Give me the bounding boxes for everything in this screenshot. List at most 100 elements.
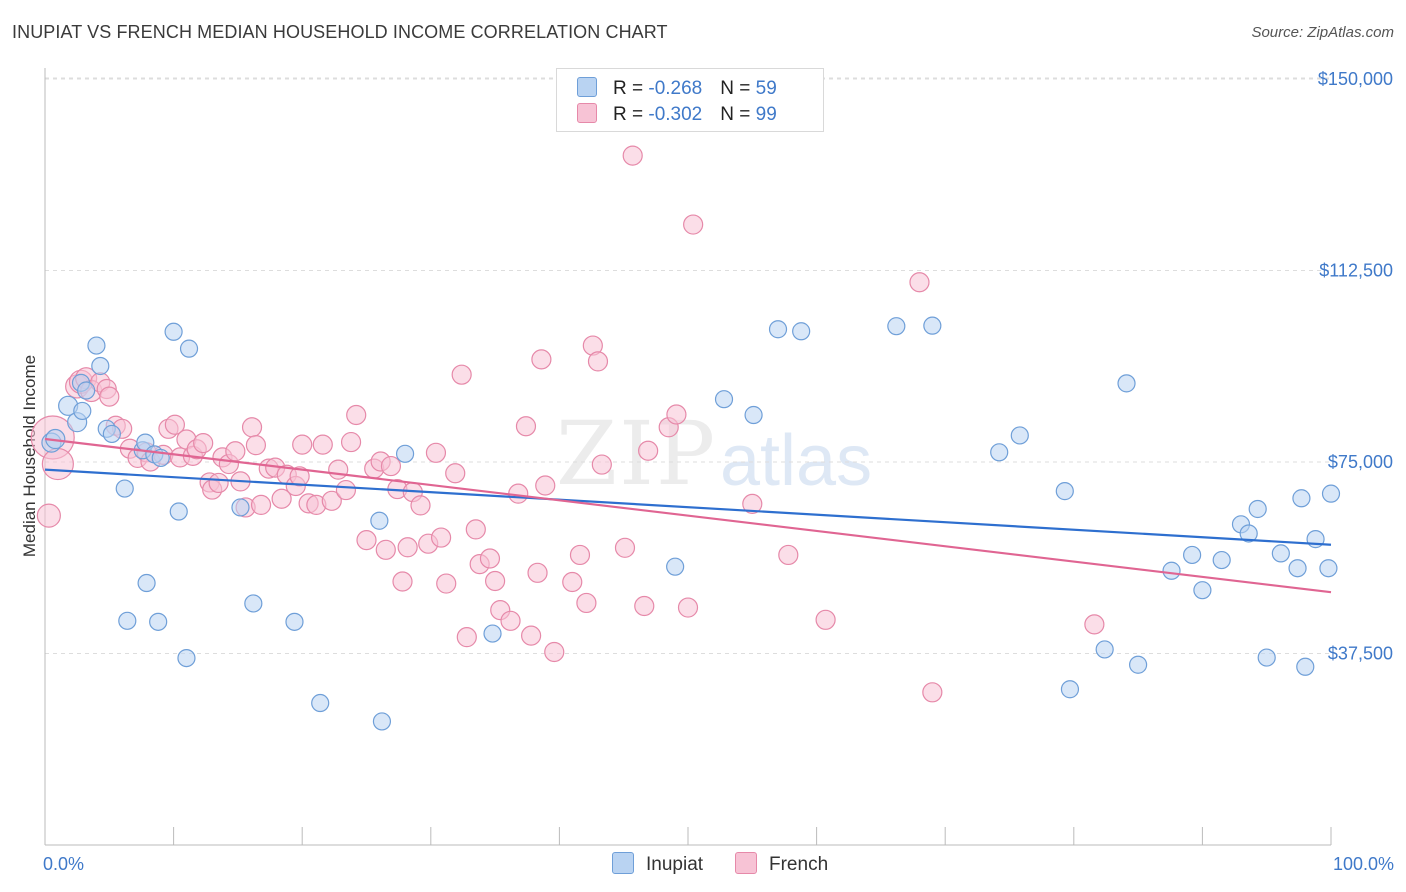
legend-item-inupiat: Inupiat (612, 852, 703, 876)
inupiat-point (1239, 524, 1258, 543)
inupiat-point (1183, 545, 1202, 565)
french-point (321, 490, 342, 511)
french-point (614, 537, 636, 558)
inupiat-point (118, 611, 137, 630)
french-point (1084, 614, 1105, 635)
french-point (99, 386, 120, 407)
french-point (193, 433, 214, 454)
french-point (312, 434, 333, 455)
french-point (271, 488, 292, 509)
legend-r-label: R = (613, 104, 649, 125)
inupiat-point (1128, 655, 1148, 674)
legend-r-value: -0.302 (648, 104, 703, 125)
french-point (521, 625, 542, 646)
french-point (742, 493, 763, 514)
inupiat-point (137, 573, 156, 593)
french-point (634, 595, 655, 617)
chart-title: INUPIAT VS FRENCH MEDIAN HOUSEHOLD INCOM… (12, 22, 668, 42)
series-legend: Inupiat French (0, 852, 1406, 876)
inupiat-point (73, 401, 92, 421)
french-point (922, 682, 943, 703)
french-point (328, 459, 349, 480)
french-point (778, 544, 799, 566)
french-point (815, 609, 836, 630)
inupiat-point (91, 356, 110, 376)
french-trend-line (44, 437, 1332, 594)
french-point (36, 503, 61, 528)
chart-source: Source: ZipAtlas.com (1251, 24, 1394, 41)
x-tick-label-max: 100.0% (1333, 854, 1394, 874)
inupiat-point (1117, 374, 1136, 393)
inupiat-point (179, 339, 199, 358)
inupiat-point (149, 612, 168, 631)
inupiat-legend-swatch (612, 852, 634, 874)
inupiat-point (1212, 550, 1231, 570)
french-point (392, 571, 413, 592)
inupiat-point (169, 502, 188, 521)
french-point (569, 544, 591, 566)
inupiat-point (244, 594, 263, 613)
legend-n-label: N = (720, 78, 756, 99)
french-point (430, 527, 452, 548)
y-tick-label: $150,000 (1318, 69, 1393, 89)
inupiat-point (483, 624, 502, 643)
french-point (576, 592, 597, 614)
french-point (683, 214, 704, 235)
legend-r-value: -0.268 (648, 78, 703, 99)
inupiat-trend-line (44, 468, 1332, 546)
inupiat-point (1292, 489, 1311, 508)
inupiat-point (77, 381, 96, 400)
french-point (531, 349, 552, 370)
legend-n-label: N = (720, 104, 756, 125)
inupiat-point (1060, 680, 1080, 699)
inupiat-point (372, 712, 392, 731)
french-point (515, 416, 537, 437)
y-tick-label: $112,500 (1319, 261, 1393, 281)
french-point (622, 145, 643, 166)
french-point (562, 571, 583, 593)
french-point (397, 537, 418, 558)
french-point (335, 479, 357, 501)
legend-n-value: 99 (755, 104, 777, 125)
french-point (500, 610, 521, 631)
inupiat-point (1296, 657, 1315, 676)
french-point (479, 548, 501, 569)
french-point (544, 641, 565, 663)
french-point (289, 466, 310, 487)
french-legend-swatch (735, 852, 757, 874)
french-point (380, 455, 402, 477)
inupiat-point (1288, 559, 1307, 578)
french-point (451, 364, 472, 385)
legend-label-inupiat: Inupiat (646, 854, 704, 875)
inupiat-point (714, 390, 734, 409)
inupiat-point (1055, 482, 1074, 501)
inupiat-point (115, 479, 134, 498)
french-point (909, 272, 930, 293)
inupiat-point (1193, 581, 1212, 600)
inupiat-swatch (577, 77, 597, 97)
legend-r-label: R = (613, 78, 649, 99)
inupiat-point (311, 693, 330, 713)
inupiat-point (87, 336, 106, 355)
inupiat-point (285, 612, 304, 631)
inupiat-point (1162, 561, 1181, 580)
inupiat-point (1257, 648, 1276, 667)
french-swatch (577, 103, 597, 123)
french-point (638, 440, 659, 461)
inupiat-point (1248, 499, 1267, 519)
inupiat-point (923, 316, 942, 335)
inupiat-point (177, 648, 196, 668)
inupiat-point (744, 405, 763, 425)
french-point (41, 447, 74, 481)
y-tick-label: $75,000 (1328, 452, 1393, 472)
inupiat-point (768, 320, 788, 339)
french-point (245, 435, 267, 456)
legend-label-french: French (769, 854, 829, 875)
french-point (677, 597, 699, 618)
french-point (587, 351, 609, 372)
french-point (535, 475, 556, 496)
french-point (591, 454, 612, 475)
french-point (164, 414, 185, 435)
french-point (292, 434, 313, 455)
